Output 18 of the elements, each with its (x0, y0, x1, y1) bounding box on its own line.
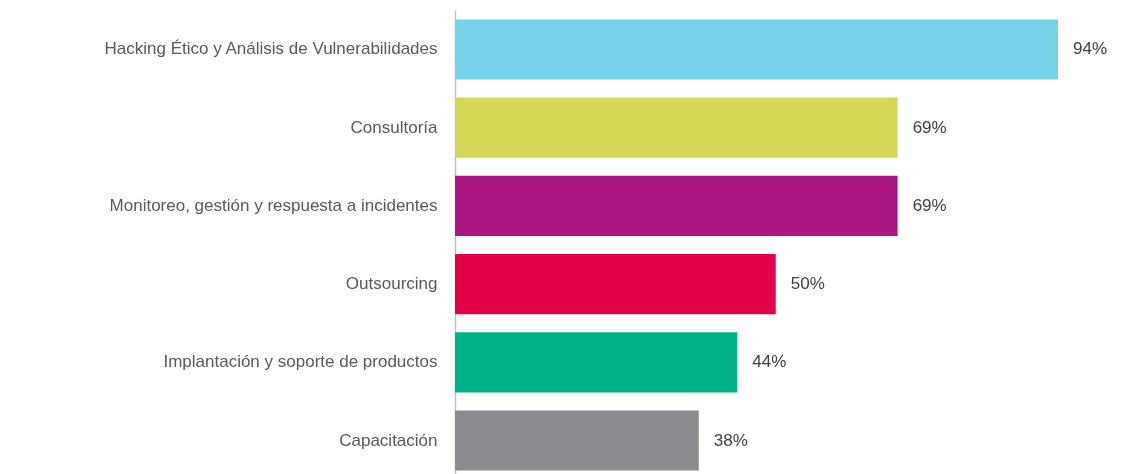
bar (455, 332, 738, 393)
data-label: 44% (752, 352, 787, 372)
y-tick-label: Outsourcing (345, 274, 438, 294)
bar (455, 253, 776, 315)
data-label: 38% (713, 430, 748, 450)
y-tick-label: Implantación y soporte de productos (163, 352, 438, 372)
data-label: 69% (912, 195, 947, 215)
bar (455, 19, 1058, 80)
bar (455, 410, 699, 471)
data-label: 69% (912, 117, 947, 137)
bar (455, 175, 898, 237)
y-tick-label: Consultoría (350, 117, 439, 137)
bar (455, 97, 898, 158)
y-tick-label: Hacking Ético y Análisis de Vulnerabilidades (104, 39, 438, 59)
y-tick-label: Capacitación (339, 430, 438, 450)
data-label: 94% (1073, 39, 1108, 59)
y-tick-label: Monitoreo, gestión y respuesta a incidentes (109, 195, 438, 215)
data-label: 50% (790, 274, 825, 294)
